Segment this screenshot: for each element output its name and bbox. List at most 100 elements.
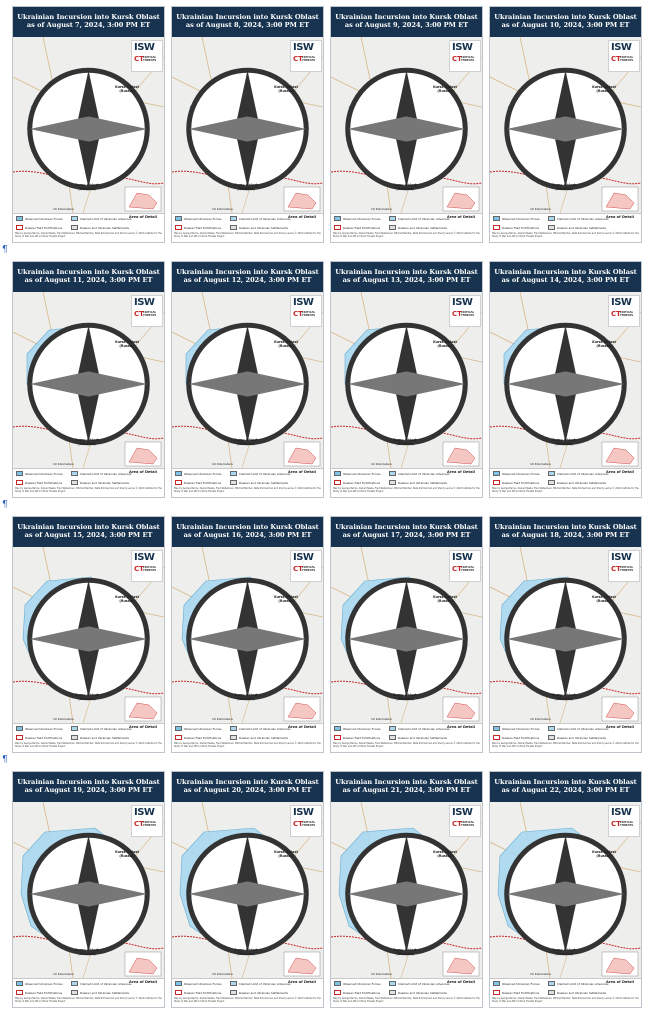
legend-swatch-fortifications (16, 735, 23, 740)
map-title: Ukrainian Incursion into Kursk Oblast as… (13, 517, 164, 547)
map-card: Ukrainian Incursion into Kursk Oblast as… (171, 516, 324, 753)
legend-swatch-settlements (230, 225, 237, 230)
legend: Observed Ukrainian Forces Claimed Limit … (172, 213, 323, 233)
map-credits: Map by George Barros, Daniel Mealie, Fre… (13, 997, 164, 1007)
map-title-prefix: Ukrainian Incursion into Kursk Oblast (176, 13, 319, 21)
map-title-prefix: Ukrainian Incursion into Kursk Oblast (494, 268, 637, 276)
legend-settlements-label: Russian and Ukrainian Settlements (557, 735, 606, 740)
ct-logo-text: CT (293, 565, 303, 573)
map-date-line: as of August 15, 2024, 3:00 PM ET (24, 531, 153, 539)
inset-shape (446, 957, 476, 975)
place-label-kursk: Kursk Oblast (Russia) (115, 595, 139, 603)
map-canvas: ISW CT CRITICAL THREATS Kursk Oblast (Ru… (331, 292, 482, 468)
legend-swatch-settlements (71, 225, 78, 230)
isw-logo: ISW CT CRITICAL THREATS (608, 295, 640, 327)
legend-settlements-label: Russian and Ukrainian Settlements (239, 225, 288, 230)
map-card: Ukrainian Incursion into Kursk Oblast as… (330, 6, 483, 243)
ct-logo-caption: CRITICAL THREATS (620, 821, 634, 827)
map-title-prefix: Ukrainian Incursion into Kursk Oblast (17, 268, 160, 276)
legend-swatch-observed (175, 726, 182, 731)
legend-fortifications: Russian Field Fortifications (334, 990, 380, 995)
compass-icon (27, 67, 150, 191)
place-label-kursk: Kursk Oblast (Russia) (274, 340, 298, 348)
legend-settlements-label: Russian and Ukrainian Settlements (80, 225, 129, 230)
legend-swatch-settlements (548, 225, 555, 230)
legend-settlements: Russian and Ukrainian Settlements (389, 990, 447, 995)
isw-logo-text: ISW (134, 807, 155, 818)
compass-icon (27, 577, 150, 701)
map-title: Ukrainian Incursion into Kursk Oblast as… (172, 772, 323, 802)
place-label-kursk: Kursk Oblast (Russia) (592, 595, 616, 603)
map-title: Ukrainian Incursion into Kursk Oblast as… (331, 517, 482, 547)
map-title: Ukrainian Incursion into Kursk Oblast as… (331, 7, 482, 37)
isw-logo: ISW CT CRITICAL THREATS (290, 550, 322, 582)
map-card: Ukrainian Incursion into Kursk Oblast as… (12, 6, 165, 243)
legend-settlements: Russian and Ukrainian Settlements (71, 480, 129, 485)
legend-swatch-observed (334, 471, 341, 476)
map-canvas: ISW CT CRITICAL THREATS Kursk Oblast (Ru… (172, 292, 323, 468)
legend-observed: Observed Ukrainian Forces (493, 981, 540, 986)
legend-fortifications-label: Russian Field Fortifications (502, 735, 540, 740)
legend-swatch-fortifications (16, 990, 23, 995)
legend-observed: Observed Ukrainian Forces (334, 471, 381, 476)
legend-swatch-settlements (389, 990, 396, 995)
map-date-line: as of August 17, 2024, 3:00 PM ET (342, 531, 471, 539)
legend-observed: Observed Ukrainian Forces (16, 216, 63, 221)
legend-claimed: Claimed Limit of Ukrainian Advances (230, 981, 290, 986)
map-date-line: as of August 13, 2024, 3:00 PM ET (342, 276, 471, 284)
map-credits: Map by George Barros, Daniel Mealie, Fre… (331, 487, 482, 497)
legend-settlements: Russian and Ukrainian Settlements (230, 990, 288, 995)
place-label-sumy: Sumy Oblast (Ukraine) (234, 438, 258, 446)
map-title: Ukrainian Incursion into Kursk Oblast as… (172, 7, 323, 37)
ct-logo-caption: CRITICAL THREATS (620, 311, 634, 317)
legend-settlements: Russian and Ukrainian Settlements (548, 990, 606, 995)
legend: Observed Ukrainian Forces Claimed Limit … (13, 978, 164, 998)
inset-shape (287, 957, 317, 975)
legend-claimed-label: Claimed Limit of Ukrainian Advances (239, 216, 291, 221)
legend-swatch-fortifications (334, 990, 341, 995)
ct-logo-text: CT (293, 820, 303, 828)
map-title: Ukrainian Incursion into Kursk Oblast as… (13, 262, 164, 292)
place-label-sumy: Sumy Oblast (Ukraine) (393, 948, 417, 956)
inset-shape (605, 702, 635, 720)
map-credits: Map by George Barros, Daniel Mealie, Fre… (331, 997, 482, 1007)
legend-observed: Observed Ukrainian Forces (334, 216, 381, 221)
legend-claimed: Claimed Limit of Ukrainian Advances (548, 471, 608, 476)
legend-swatch-observed (334, 981, 341, 986)
legend-claimed: Claimed Limit of Ukrainian Advances (71, 216, 131, 221)
legend-swatch-claimed (71, 726, 78, 731)
isw-logo: ISW CT CRITICAL THREATS (290, 40, 322, 72)
scale-bar-label: 10 Kilometers (53, 462, 74, 466)
legend-claimed: Claimed Limit of Ukrainian Advances (548, 726, 608, 731)
legend-swatch-observed (493, 471, 500, 476)
legend-claimed-label: Claimed Limit of Ukrainian Advances (80, 726, 132, 731)
isw-logo-text: ISW (452, 552, 473, 563)
legend: Observed Ukrainian Forces Claimed Limit … (490, 978, 641, 998)
legend-swatch-fortifications (493, 735, 500, 740)
legend-swatch-settlements (389, 480, 396, 485)
legend-swatch-observed (16, 981, 23, 986)
place-label-kursk: Kursk Oblast (Russia) (274, 850, 298, 858)
area-of-detail-label: Area of Detail (288, 980, 316, 984)
legend-fortifications: Russian Field Fortifications (493, 225, 539, 230)
compass-icon (504, 67, 627, 191)
legend-swatch-fortifications (16, 225, 23, 230)
map-title-prefix: Ukrainian Incursion into Kursk Oblast (494, 523, 637, 531)
place-label-sumy: Sumy Oblast (Ukraine) (75, 438, 99, 446)
legend-settlements: Russian and Ukrainian Settlements (389, 480, 447, 485)
legend-swatch-claimed (548, 981, 555, 986)
place-label-sumy: Sumy Oblast (Ukraine) (234, 948, 258, 956)
ct-logo-text: CT (134, 820, 144, 828)
legend-observed: Observed Ukrainian Forces (493, 216, 540, 221)
map-credits: Map by George Barros, Daniel Mealie, Fre… (172, 742, 323, 752)
scale-bar-label: 10 Kilometers (371, 207, 392, 211)
legend-observed-label: Observed Ukrainian Forces (502, 216, 540, 221)
map-card: Ukrainian Incursion into Kursk Oblast as… (330, 516, 483, 753)
map-title: Ukrainian Incursion into Kursk Oblast as… (490, 7, 641, 37)
legend-settlements-label: Russian and Ukrainian Settlements (239, 480, 288, 485)
map-card: Ukrainian Incursion into Kursk Oblast as… (171, 6, 324, 243)
paragraph-mark: ¶ (2, 755, 8, 765)
legend-claimed-label: Claimed Limit of Ukrainian Advances (239, 726, 291, 731)
isw-logo: ISW CT CRITICAL THREATS (131, 805, 163, 837)
place-label-sumy: Sumy Oblast (Ukraine) (552, 183, 576, 191)
